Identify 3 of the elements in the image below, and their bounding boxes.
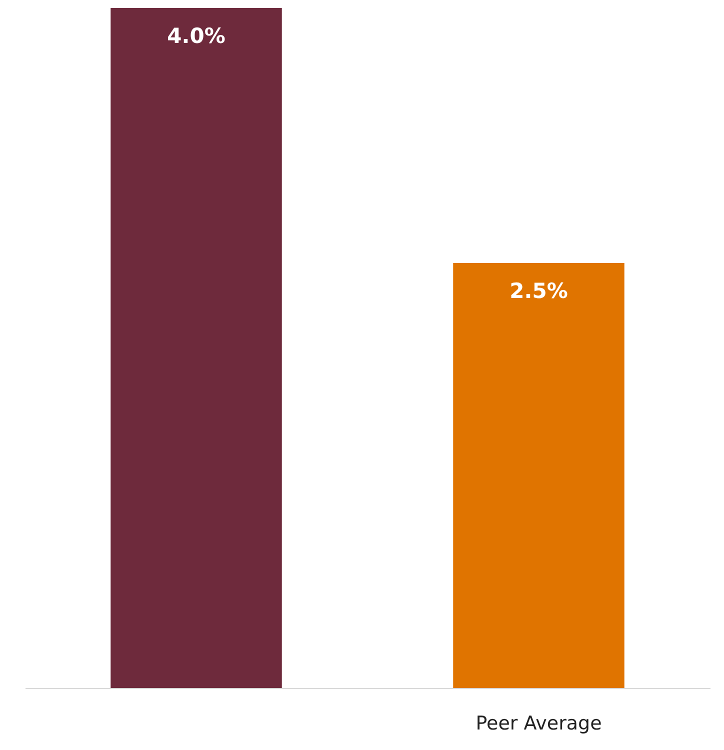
data-label: 2.5% — [510, 279, 568, 303]
data-label: 4.0% — [167, 24, 226, 48]
x-tick-label: Peer Average — [476, 712, 602, 734]
